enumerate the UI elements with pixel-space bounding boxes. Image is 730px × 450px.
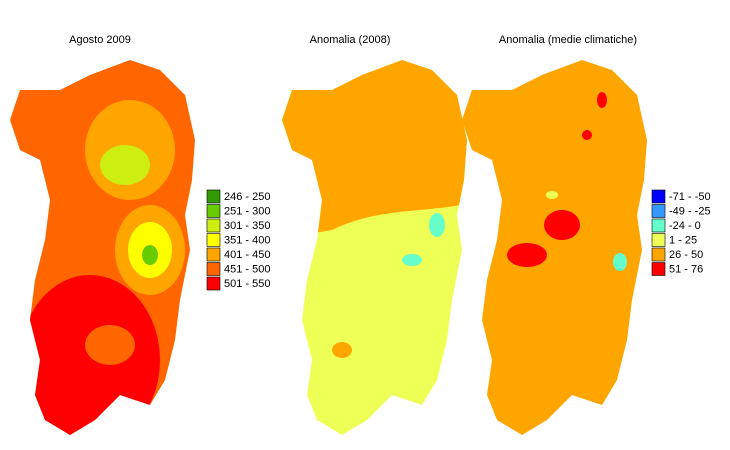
legend-swatch xyxy=(206,189,221,204)
legend-swatch xyxy=(206,247,221,262)
panel-title: Anomalia (2008) xyxy=(310,34,391,46)
legend-label: 51 - 76 xyxy=(669,263,703,275)
legend-label: -24 - 0 xyxy=(669,220,701,232)
map-panel xyxy=(282,60,467,435)
legend-label: 246 - 250 xyxy=(224,191,270,203)
legend-swatch xyxy=(206,204,221,218)
legend-swatch xyxy=(206,262,221,276)
legend-label: 401 - 450 xyxy=(224,249,270,261)
legend-label: 1 - 25 xyxy=(669,234,697,246)
legend-swatch xyxy=(206,276,221,291)
legend-swatch xyxy=(651,204,666,218)
legend-label: 351 - 400 xyxy=(224,234,270,246)
legend-swatch xyxy=(651,262,666,276)
panel-title: Anomalia (medie climatiche) xyxy=(499,34,637,46)
panel-title: Agosto 2009 xyxy=(69,34,131,46)
legend-swatch xyxy=(651,233,666,247)
legend: 246 - 250 251 - 300 301 - 350 351 - 400 401 … xyxy=(206,189,270,291)
map-panel xyxy=(10,60,195,435)
legend-label: 301 - 350 xyxy=(224,220,270,232)
legend-label: 451 - 500 xyxy=(224,263,270,275)
legend: -71 - -50 -49 - -25 -24 - 0 1 - 25 26 - 50 51… xyxy=(651,189,711,276)
legend-swatch xyxy=(651,189,666,204)
legend-swatch xyxy=(651,247,666,262)
legend-swatch xyxy=(206,233,221,247)
legend-label: 251 - 300 xyxy=(224,205,270,217)
map-panel xyxy=(462,60,647,435)
legend-swatch xyxy=(651,218,666,233)
legend-label: 26 - 50 xyxy=(669,249,703,261)
legend-label: -71 - -50 xyxy=(669,191,711,203)
legend-swatch xyxy=(206,218,221,233)
legend-label: -49 - -25 xyxy=(669,205,711,217)
legend-label: 501 - 550 xyxy=(224,278,270,290)
